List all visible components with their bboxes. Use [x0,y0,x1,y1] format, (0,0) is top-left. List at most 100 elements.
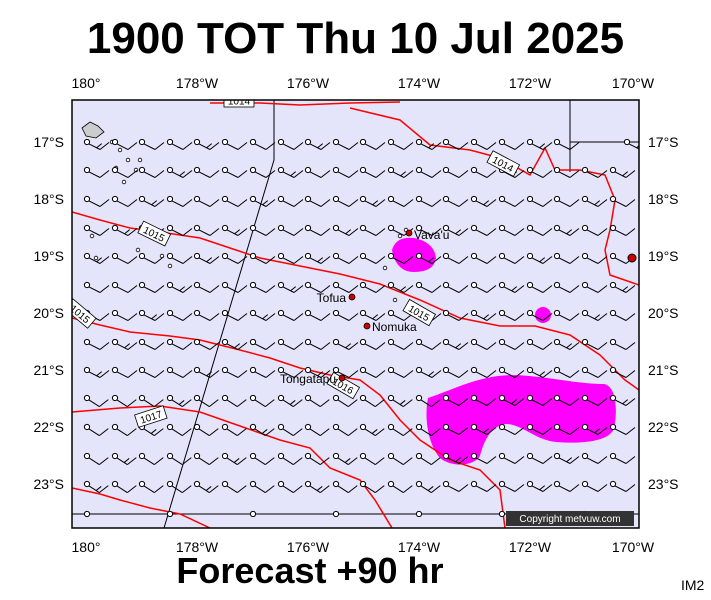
wind-barb-icon [221,166,248,178]
wind-barb-icon [581,423,608,435]
wind-barb-icon [498,366,525,378]
wind-barb-icon [166,452,192,466]
wind-barb-icon [553,480,580,492]
longitude-label-bottom: 170°W [612,539,655,555]
wind-barb-icon [111,195,138,207]
wind-barb-icon [249,394,275,408]
wind-barb-icon [304,338,331,350]
wind-barb-icon [553,338,580,350]
longitude-label-bottom: 176°W [287,539,330,555]
island [135,247,141,253]
wind-barb-icon [166,138,193,150]
wind-barb-icon [249,138,276,150]
longitude-label-top: 180° [72,75,101,91]
wind-barb-icon [415,423,441,437]
wind-barb-icon [332,281,359,293]
latitude-label-right: 19°S [648,248,679,264]
wind-barb-icon [387,138,414,150]
wind-barb-icon [193,309,220,321]
wind-barb-icon [359,281,386,293]
wind-barb-icon [415,166,442,178]
wind-barb-icon [221,138,248,150]
longitude-label-top: 178°W [176,75,219,91]
wind-barb-icon [581,281,608,293]
longitude-label-bottom: 174°W [398,539,441,555]
island [121,179,127,185]
wind-barb-icon [609,423,636,435]
latitude-label-right: 23°S [648,476,679,492]
latitude-label-right: 20°S [648,305,679,321]
wind-barb-icon [415,138,442,150]
wind-barb-icon [166,366,193,378]
wind-barb-icon [526,281,553,293]
wind-barb-icon [526,195,553,207]
wind-barb-icon [359,394,385,408]
wind-barb-icon [526,366,553,378]
wind-barb-icon [304,195,331,207]
wind-barb-icon [111,252,138,264]
wind-barb-icon [442,452,469,464]
island [137,157,143,163]
wind-barb-icon [442,138,469,150]
wind-barb-icon [581,309,608,321]
wind-barb-icon [359,195,386,207]
wind-barb-icon [498,281,525,293]
longitude-label-top: 174°W [398,75,441,91]
wind-barb-icon [138,138,165,150]
wind-barb-icon [193,138,220,150]
wind-barb-icon [111,452,137,466]
wind-barb-icon [581,166,608,178]
latitude-label-left: 19°S [33,248,64,264]
wind-barb-icon [166,281,193,293]
wind-barb-icon [332,195,359,207]
wind-barb-icon [526,224,553,236]
wind-barb-icon [277,166,304,178]
wind-barb-icon [387,423,413,437]
wind-barb-icon [111,480,137,494]
latitude-label-left: 22°S [33,419,64,435]
wind-barb-icon [332,224,359,236]
wind-barb-icon [623,138,639,150]
wind-barb-icon [277,138,304,150]
wind-barb-icon [193,224,220,236]
wind-barb-icon [498,138,525,150]
wind-barb-icon [221,366,248,378]
wind-barb-icon [111,224,138,236]
wind-barb-icon [249,452,275,466]
wind-barb-icon [83,366,110,378]
wind-barb-icon [166,338,193,350]
wind-barb-icon [221,423,247,437]
wind-barb-icon [470,309,497,321]
longitude-label-bottom: 172°W [509,539,552,555]
wind-barb-icon [442,252,469,264]
island [125,157,131,163]
wind-barb-icon [581,252,608,264]
wind-barb-icon [249,510,257,518]
wind-barb-icon [138,480,164,494]
wind-barb-icon [304,423,330,437]
isobar-label-text: 1014 [228,97,251,108]
wind-barb-icon [470,480,497,492]
wind-barb-icon [553,423,580,435]
copyright-badge: Copyright metvuw.com [506,511,634,526]
wind-barb-icon [526,480,553,492]
island [117,147,123,153]
places: Vava'u Tofua Nomuka Tongatapu [280,228,637,386]
wind-barb-icon [83,281,110,293]
wind-barb-icon [387,252,414,264]
wind-barb-icon [442,423,469,435]
wind-barb-icon [249,366,276,378]
map-title: 1900 TOT Thu 10 Jul 2025 [86,14,625,63]
wind-barb-icon [609,480,636,492]
wind-barb-icon [470,366,497,378]
wind-barb-icon [359,309,386,321]
wind-barb-icon [387,452,413,466]
wind-barb-icon [498,394,525,406]
wind-barb-icon [415,394,441,408]
wind-barb-icon [83,338,110,350]
wind-barb-icon [470,195,497,207]
place-label: Vava'u [414,228,449,242]
wind-barb-icon [498,510,506,518]
wind-barb-icon [387,394,413,408]
wind-barb-icon [442,338,469,350]
